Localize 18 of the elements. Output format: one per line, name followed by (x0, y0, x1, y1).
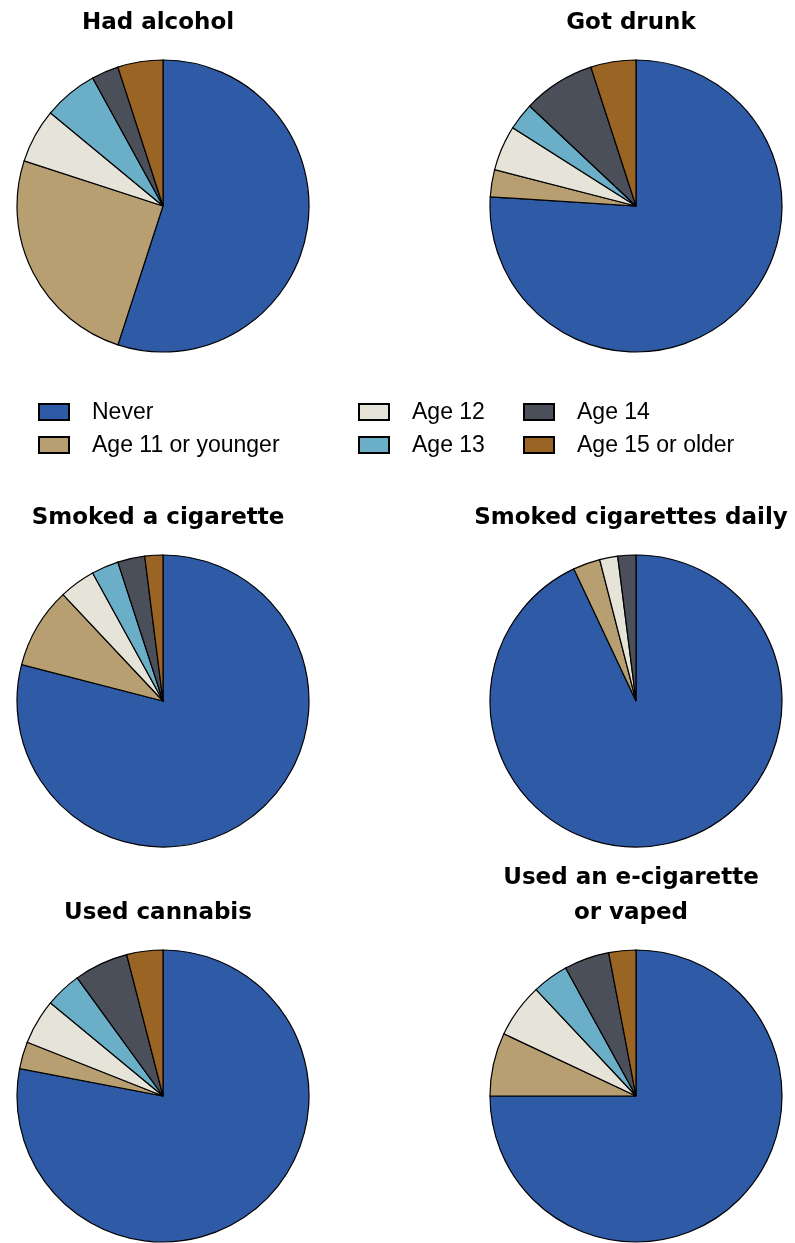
chart-title: Smoked a cigarette (30, 502, 286, 531)
legend-label: Age 11 or younger (92, 431, 280, 458)
pie-slice (16, 554, 310, 848)
legend-label: Age 15 or older (577, 431, 735, 458)
legend-label: Age 12 (412, 398, 485, 425)
pie-slice (489, 949, 783, 1243)
chart-title: Used cannabis (63, 897, 253, 926)
chart-title: Used an e-cigarette or vaped (502, 862, 760, 926)
chart-title: Had alcohol (80, 7, 236, 36)
pie-slice (489, 59, 783, 353)
pie-slice (489, 554, 783, 848)
chart-title: Got drunk (565, 7, 697, 36)
legend-label: Age 14 (577, 398, 650, 425)
legend-label: Age 13 (412, 431, 485, 458)
pie-slice (16, 949, 310, 1243)
chart-title: Smoked cigarettes daily (473, 502, 789, 531)
pie-slice (573, 558, 637, 702)
legend-label: Never (92, 398, 154, 425)
